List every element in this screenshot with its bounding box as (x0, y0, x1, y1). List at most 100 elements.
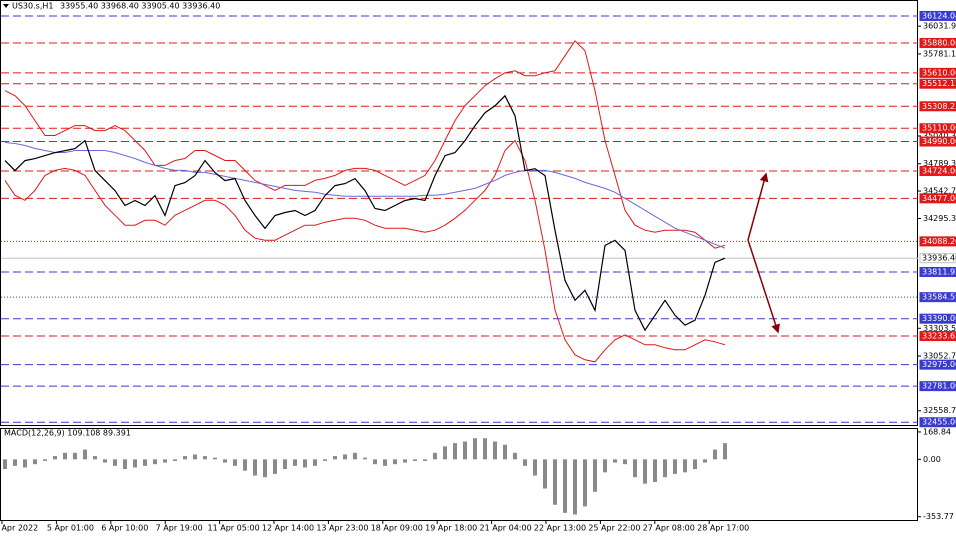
macd-bar (613, 459, 617, 463)
macd-bar (13, 459, 17, 466)
y-tick-label: 35781.10 (923, 49, 956, 58)
level-label: 33936.40 (922, 254, 956, 263)
macd-bar (3, 459, 7, 470)
price-pane (0, 0, 918, 426)
macd-bar (123, 459, 127, 470)
macd-bar (533, 459, 537, 476)
macd-bar (223, 459, 227, 463)
level-label: 35512.12 (922, 79, 956, 88)
macd-bar (343, 454, 347, 460)
level-box (919, 331, 956, 342)
level-box (919, 101, 956, 112)
macd-bar (243, 459, 247, 471)
level-box (919, 123, 956, 134)
macd-bar (113, 459, 117, 466)
macd-bar (643, 459, 647, 484)
level-label: 34477.00 (922, 194, 956, 203)
macd-bar (293, 459, 297, 466)
level-label: 35880.00 (922, 38, 956, 47)
macd-bar (363, 457, 367, 460)
y-tick-label: 33303.50 (923, 324, 956, 333)
x-tick-label: 1 Apr 2022 (0, 524, 38, 533)
macd-pane (0, 428, 918, 521)
y-tick-label: 36031.90 (923, 22, 956, 31)
x-tick-label: 11 Apr 05:00 (208, 524, 260, 533)
macd-bar (653, 459, 657, 483)
macd-bar (443, 446, 447, 460)
series-line (4, 142, 726, 249)
level-label: 32781.00 (922, 382, 956, 391)
level-box (919, 10, 956, 21)
y-tick-label: 35040.30 (923, 131, 956, 140)
level-box (919, 78, 956, 89)
macd-bar (713, 449, 717, 460)
x-tick-label: 22 Apr 13:00 (534, 524, 586, 533)
level-label: 36124.04 (922, 11, 956, 20)
level-box (919, 37, 956, 48)
macd-bar (553, 459, 557, 505)
x-tick-label: 18 Apr 09:00 (371, 524, 423, 533)
macd-bar (33, 459, 37, 465)
series-line (4, 94, 726, 332)
macd-bar (633, 459, 637, 478)
macd-bar (673, 459, 677, 474)
y-tick-label: 32558.70 (923, 406, 956, 415)
macd-bar (203, 456, 207, 460)
macd-bar (473, 438, 477, 460)
macd-bar (83, 449, 87, 460)
macd-bar (153, 459, 157, 465)
macd-bar (53, 456, 57, 460)
macd-bar (453, 443, 457, 460)
y-tick-label: -353.77 (923, 512, 954, 521)
level-label: 33233.63 (922, 332, 956, 341)
series-line (4, 139, 726, 363)
level-box (919, 292, 956, 303)
macd-bar (623, 459, 627, 465)
level-label: 34724.00 (922, 166, 956, 175)
macd-bar (513, 452, 517, 460)
level-label: 34990.00 (922, 137, 956, 146)
level-box (919, 165, 956, 176)
level-box (919, 266, 956, 277)
macd-bar (23, 459, 27, 468)
x-tick-label: 19 Apr 18:00 (425, 524, 477, 533)
level-box (919, 381, 956, 392)
series-line (4, 40, 726, 249)
ohlc: 33955.40 33968.40 33905.40 33936.40 (60, 2, 220, 11)
y-tick-label: 34295.30 (923, 214, 956, 223)
macd-bar (573, 459, 577, 515)
x-tick-label: 28 Apr 17:00 (697, 524, 749, 533)
macd-bar (663, 459, 667, 478)
level-label: 33390.00 (922, 314, 956, 323)
y-tick-label: 168.84 (923, 427, 951, 436)
macd-bar (193, 454, 197, 460)
macd-bar (383, 459, 387, 466)
level-box (919, 253, 956, 264)
macd-bar (133, 459, 137, 468)
level-box (919, 67, 956, 78)
macd-bar (393, 459, 397, 465)
x-tick-label: 12 Apr 14:00 (262, 524, 314, 533)
macd-bar (163, 459, 167, 463)
macd-bar (313, 459, 317, 466)
x-tick-label: 21 Apr 04:00 (480, 524, 532, 533)
macd-bar (263, 459, 267, 478)
macd-bar (563, 459, 567, 513)
macd-bar (503, 444, 507, 460)
macd-bar (93, 456, 97, 460)
macd-bar (463, 441, 467, 460)
level-label: 35110.00 (922, 124, 956, 133)
level-label: 34088.20 (922, 237, 956, 246)
down-arrow (747, 239, 780, 334)
level-label: 33811.92 (922, 267, 956, 276)
macd-bar (173, 459, 177, 461)
level-label: 33584.59 (922, 293, 956, 302)
macd-bar (43, 459, 47, 461)
macd-bar (333, 456, 337, 460)
up-arrow (747, 172, 769, 241)
x-tick-label: 5 Apr 01:00 (47, 524, 94, 533)
macd-bar (493, 441, 497, 460)
level-box (919, 136, 956, 147)
macd-bar (103, 459, 107, 463)
